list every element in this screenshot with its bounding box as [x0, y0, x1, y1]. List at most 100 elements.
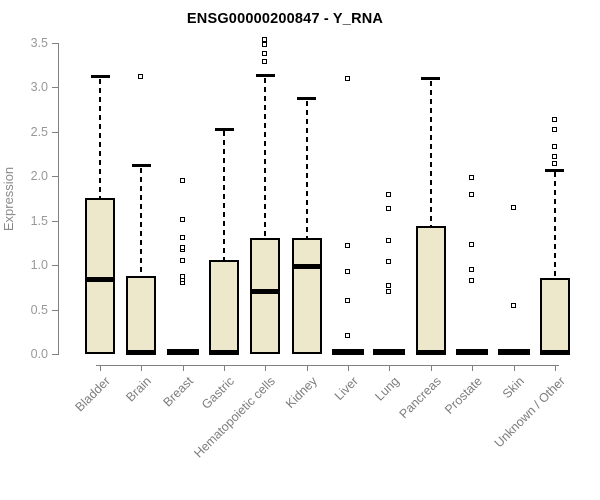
collapsed-box-lung	[373, 349, 406, 356]
y-tick-label: 3.5	[30, 36, 48, 50]
y-tick	[51, 354, 58, 355]
x-tick	[141, 365, 143, 371]
median-line-brain	[126, 349, 157, 355]
x-tick	[182, 365, 184, 371]
y-tick-label: 0.5	[30, 302, 48, 317]
outlier-point-lung	[386, 191, 392, 197]
whisker-cap-bladder	[90, 75, 110, 79]
median-line-kidney	[291, 264, 322, 270]
x-tick-label-gastric: Gastric	[199, 374, 237, 412]
y-tick	[51, 131, 58, 133]
outlier-point-skin	[510, 303, 516, 309]
x-tick	[513, 365, 515, 371]
x-tick	[100, 365, 101, 371]
outlier-point-breast	[179, 234, 185, 240]
y-tick	[51, 87, 58, 89]
outlier-point-hematopoietic-cells	[262, 37, 268, 43]
collapsed-box-skin	[497, 349, 530, 356]
outlier-point-prostate	[469, 241, 475, 247]
outlier-point-breast	[179, 257, 185, 263]
x-axis-line	[96, 365, 559, 366]
whisker-cap-gastric	[214, 127, 234, 131]
box-kidney	[291, 238, 322, 354]
x-tick-label-unknown-other: Unknown / Other	[491, 374, 568, 451]
x-tick	[554, 365, 556, 371]
x-tick	[348, 365, 350, 371]
outlier-point-unknown-other	[551, 127, 557, 133]
y-tick	[51, 43, 58, 44]
y-tick-label: 1.0	[30, 258, 48, 273]
whisker-cap-pancreas	[421, 77, 441, 81]
outlier-point-lung	[386, 238, 392, 244]
y-tick-label: 2.5	[30, 124, 48, 139]
x-tick-label-breast: Breast	[160, 374, 196, 410]
outlier-point-hematopoietic-cells	[262, 50, 268, 56]
whisker-gastric	[223, 131, 226, 260]
outlier-point-prostate	[469, 266, 475, 272]
outlier-point-skin	[510, 205, 516, 211]
outlier-point-lung	[386, 206, 392, 212]
outlier-point-breast	[179, 273, 185, 279]
y-tick-label: 1.5	[30, 213, 48, 228]
whisker-bladder	[99, 78, 101, 198]
x-tick	[265, 365, 267, 371]
y-tick	[51, 309, 58, 311]
outlier-point-prostate	[469, 175, 475, 181]
x-tick-label-brain: Brain	[123, 374, 155, 405]
x-tick	[430, 365, 432, 371]
y-tick	[51, 176, 58, 178]
whisker-cap-unknown-other	[545, 168, 565, 172]
whisker-cap-hematopoietic-cells	[255, 74, 275, 78]
median-line-pancreas	[415, 349, 446, 355]
outlier-point-lung	[386, 288, 392, 294]
box-brain	[126, 275, 157, 354]
x-tick-label-lung: Lung	[372, 374, 403, 404]
collapsed-box-breast	[166, 349, 199, 356]
whisker-hematopoietic-cells	[264, 77, 267, 238]
outlier-point-breast	[179, 216, 185, 222]
outlier-point-liver	[345, 243, 351, 249]
x-tick-label-hematopoietic-cells: Hematopoietic cells	[191, 374, 279, 461]
box-bladder	[85, 197, 115, 354]
outlier-point-unknown-other	[551, 153, 557, 159]
outlier-point-breast	[179, 245, 185, 251]
outlier-point-hematopoietic-cells	[262, 58, 268, 64]
outlier-point-unknown-other	[551, 117, 557, 123]
box-pancreas	[415, 226, 446, 354]
x-tick	[306, 365, 308, 371]
median-line-bladder	[85, 276, 115, 282]
y-tick-label: 0.0	[30, 347, 48, 361]
x-tick-label-skin: Skin	[499, 374, 527, 402]
whisker-kidney	[305, 100, 308, 239]
outlier-point-liver	[345, 76, 351, 82]
y-axis-line	[57, 43, 59, 355]
median-line-hematopoietic-cells	[250, 289, 281, 295]
outlier-point-lung	[386, 283, 392, 289]
x-tick-label-bladder: Bladder	[72, 374, 113, 415]
collapsed-box-liver	[332, 349, 365, 356]
outlier-point-brain	[138, 73, 144, 79]
x-tick	[389, 365, 391, 371]
whisker-cap-kidney	[297, 97, 317, 101]
y-tick-label: 3.0	[30, 80, 48, 95]
x-tick-label-kidney: Kidney	[282, 374, 320, 411]
whisker-unknown-other	[553, 172, 556, 279]
outlier-point-prostate	[469, 191, 475, 197]
x-tick-label-liver: Liver	[331, 374, 361, 404]
whisker-cap-brain	[131, 164, 151, 168]
y-tick-label: 2.0	[30, 169, 48, 184]
y-tick	[51, 265, 58, 267]
median-line-unknown-other	[539, 349, 570, 355]
whisker-brain	[140, 167, 143, 276]
outlier-point-hematopoietic-cells	[262, 41, 268, 47]
x-tick-label-pancreas: Pancreas	[396, 374, 444, 422]
outlier-point-breast	[179, 177, 185, 183]
whisker-pancreas	[429, 80, 432, 227]
x-tick	[224, 365, 226, 371]
collapsed-box-prostate	[456, 349, 489, 356]
outlier-point-lung	[386, 258, 392, 264]
box-hematopoietic-cells	[250, 237, 281, 354]
x-tick	[472, 365, 474, 371]
